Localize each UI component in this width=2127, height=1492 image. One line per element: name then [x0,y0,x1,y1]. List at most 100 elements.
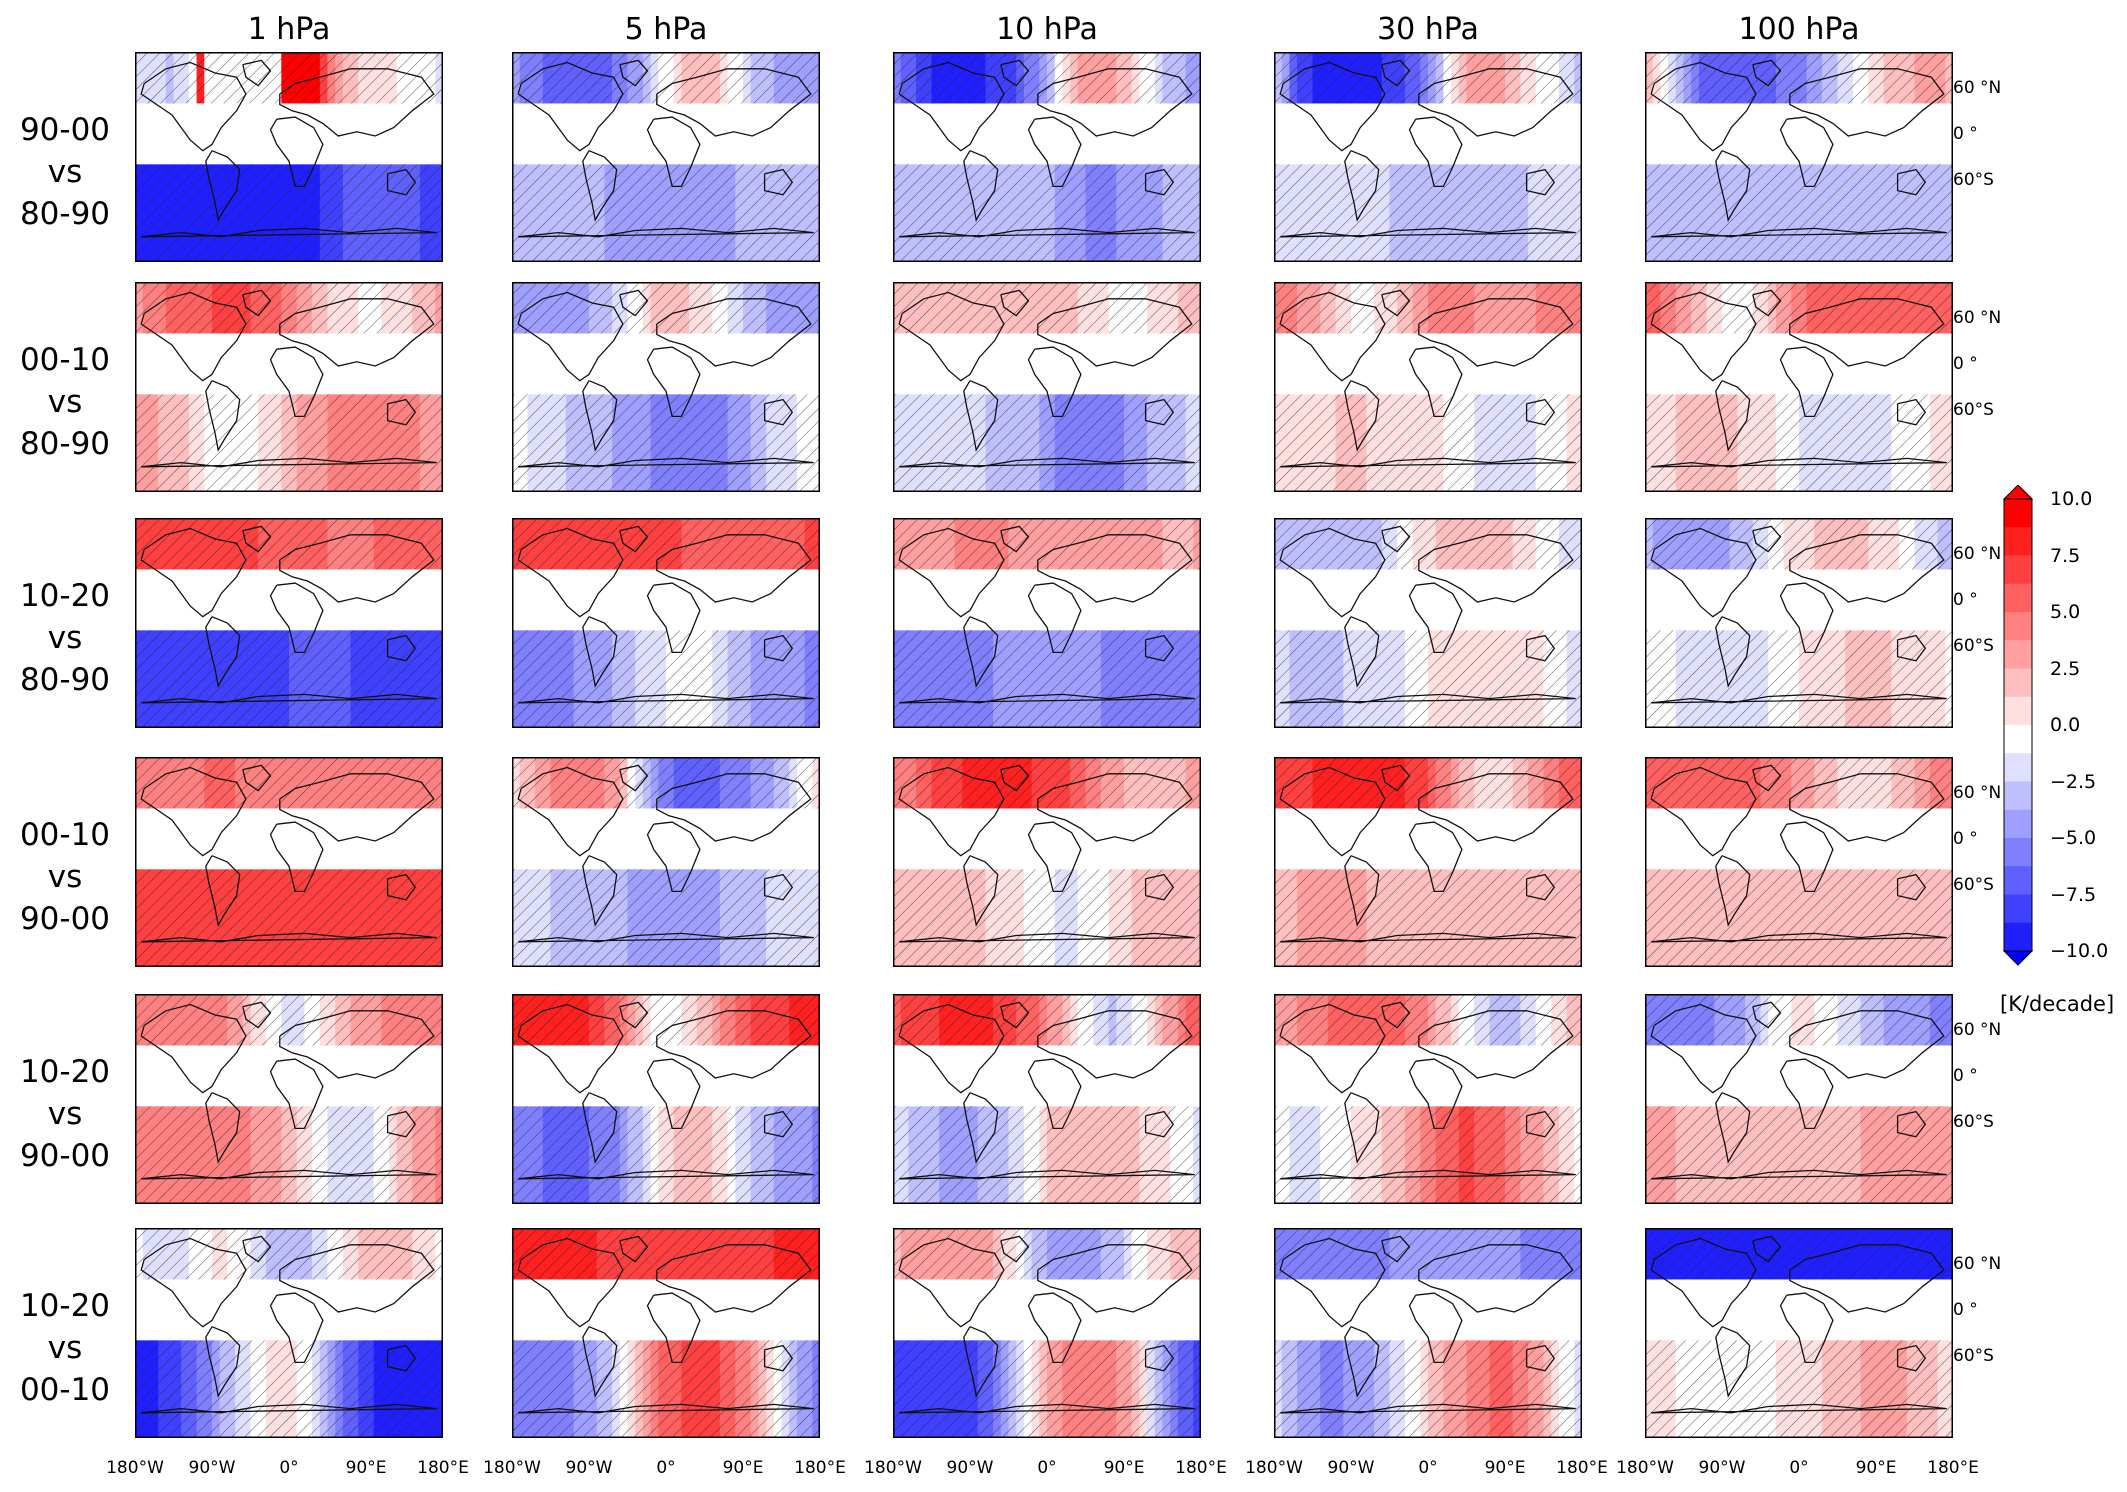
coastline [1650,61,1757,152]
significance-hatch [1274,518,1582,570]
significance-hatch [512,1228,820,1280]
latitude-tick-label: 60 °N [1953,77,2002,98]
coastline [1789,773,1945,842]
coastline [1779,346,1834,418]
row-label-line: 80-90 [19,426,111,462]
map-panel [1645,757,1953,967]
significance-hatch [512,282,820,334]
coastline [1779,1292,1834,1364]
coastline [1715,150,1751,222]
latitude-tick-label: 0 ° [1953,123,1978,144]
longitude-tick-label: 180°E [1556,1458,1608,1478]
coastline [279,773,435,842]
panel-frame [1645,52,1953,262]
latitude-tick-label: 0 ° [1953,353,1978,374]
longitude-tick-label: 0° [1418,1458,1438,1478]
column-title: 5 hPa [624,12,708,47]
coastline [141,1169,437,1180]
coastline [1752,1001,1782,1029]
map-panel [512,282,820,492]
panel-frame [512,282,820,492]
colorbar-tick-label: 0.0 [2050,714,2081,736]
map-panel [893,52,1201,262]
coastline [1279,766,1386,857]
row-label-line: 90-00 [19,1138,111,1174]
row-label-line: 10-20 [19,1288,111,1324]
coastline [1000,59,1030,87]
latitude-tick-label: 60°S [1953,170,1994,191]
coastline [1381,1001,1411,1029]
significance-hatch [893,757,1201,809]
colorbar-segment [2004,668,2032,698]
significance-hatch [1645,52,1953,104]
coastline [582,1326,618,1398]
coastline [269,116,324,188]
coastline [963,380,999,452]
colorbar-segment [2004,753,2032,782]
coastline [242,764,272,792]
coastline [1715,1326,1751,1398]
coastline [899,227,1195,238]
significance-hatch [893,518,1201,570]
coastline [1650,527,1757,618]
longitude-tick-label: 90°E [722,1458,764,1478]
coastline [1344,855,1380,927]
coastline [656,534,812,603]
coastline [1789,534,1945,603]
coastline [963,1092,999,1164]
coastline [899,932,1195,943]
coastline [763,1344,794,1372]
coastline [205,855,241,927]
coastline [279,68,435,137]
row-label-line: vs [47,1096,83,1132]
map-panel [512,52,820,262]
significance-hatch [512,1106,820,1204]
colorbar-extend-max [2002,485,2034,500]
coastline [518,227,814,238]
significance-hatch [893,164,1201,262]
coastline [1144,873,1175,901]
panel-frame [135,518,443,728]
coastline [386,168,417,196]
map-panel [1274,757,1582,967]
coastline [1408,1058,1463,1130]
longitude-tick-label: 90°W [188,1458,236,1478]
colorbar-segment [2004,555,2032,585]
latitude-tick-label: 60°S [1953,400,1994,421]
coastline [1144,634,1175,662]
map-panel [893,757,1201,967]
row-label-line: vs [47,154,83,190]
coastline [1650,291,1757,382]
coastline [1279,291,1386,382]
coastline [1651,457,1947,468]
coastline [1344,616,1380,688]
row-label: 10-20 vs 90-00 [10,1051,120,1177]
coastline [1280,693,1576,704]
longitude-tick-label: 90°W [1327,1458,1375,1478]
map-panel [135,282,443,492]
significance-hatch [512,757,820,809]
colorbar-segment [2004,894,2032,924]
coastline [1027,346,1082,418]
colorbar-segment [2004,866,2032,895]
coastline [1037,1244,1193,1313]
significance-hatch [893,1106,1201,1204]
coastline [582,855,618,927]
coastline [898,766,1005,857]
coastline [1037,1010,1193,1079]
coastline [1896,398,1927,426]
coastline [1789,298,1945,367]
coastline [1408,116,1463,188]
significance-hatch [1645,1340,1953,1438]
coastline [1344,1326,1380,1398]
colorbar-segment [2004,922,2032,952]
coastline [140,766,247,857]
coastline [1037,68,1193,137]
coastline [1381,289,1411,317]
coastline [1418,534,1574,603]
significance-hatch [135,1340,443,1438]
coastline [1344,1092,1380,1164]
longitude-tick-label: 180°W [1616,1458,1674,1478]
coastline [1408,346,1463,418]
coastline [582,150,618,222]
